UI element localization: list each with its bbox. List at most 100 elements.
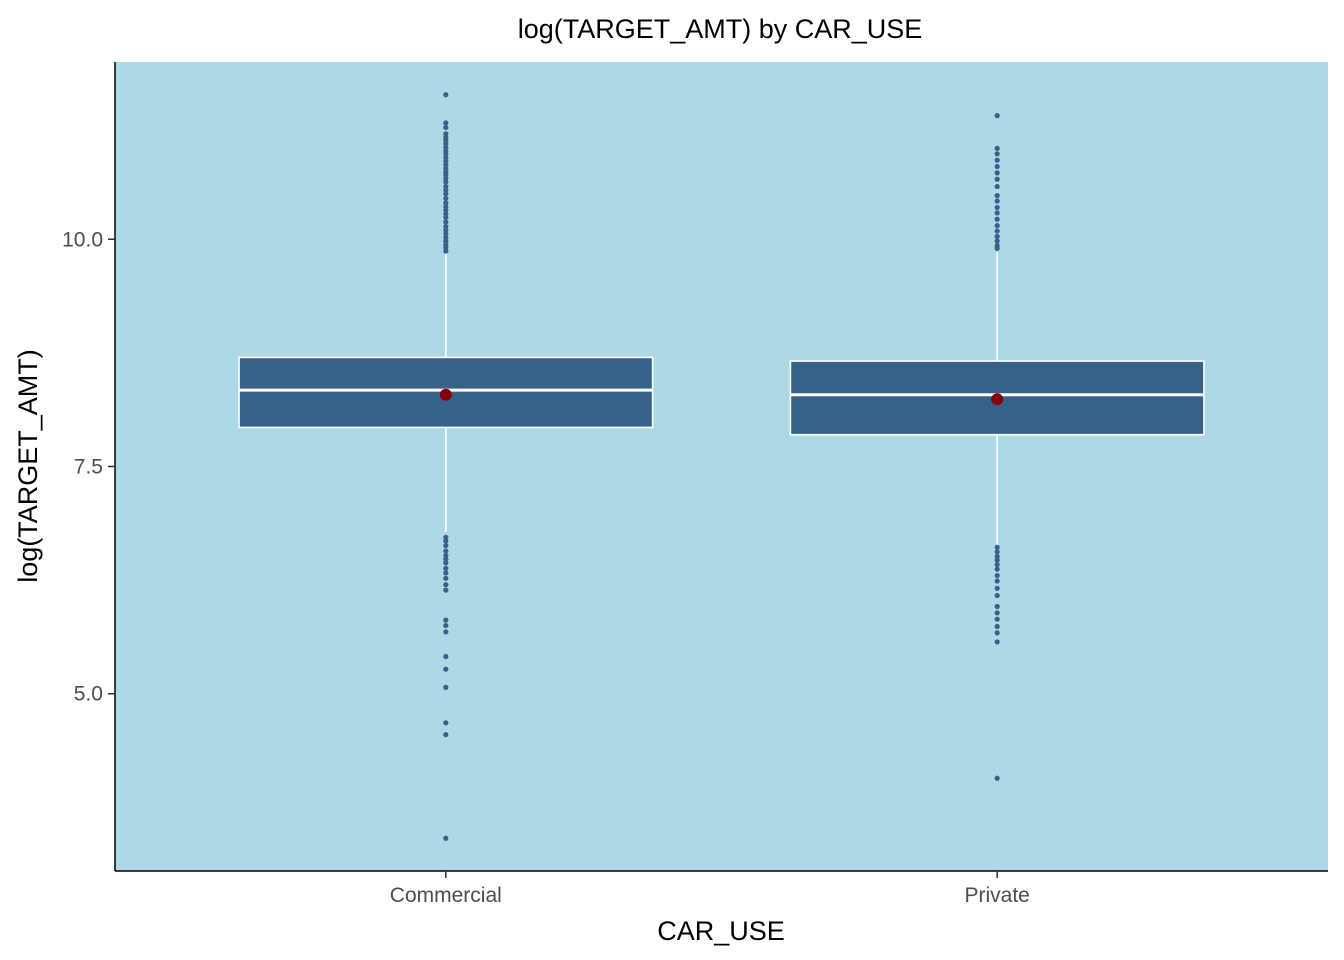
outlier-point [443,582,449,588]
outlier-point [994,223,1000,229]
outlier-point [443,183,449,190]
outlier-point [443,175,449,181]
y-axis-label: log(TARGET_AMT) [13,349,43,583]
outlier-point [443,203,449,210]
outlier-point [994,204,1000,211]
outlier-point [994,210,1000,216]
outlier-point [443,617,449,623]
outlier-point [994,198,1000,204]
outlier-point [443,179,449,185]
outlier-point [994,245,1000,251]
outlier-point [443,534,449,541]
outlier-point [994,775,1000,781]
outlier-point [443,575,449,581]
outlier-point [443,200,449,206]
outlier-point [443,227,449,233]
mean-point [991,393,1004,406]
outlier-point [443,223,449,230]
outlier-point [994,592,1000,599]
outlier-point [994,639,1000,645]
outlier-point [443,195,449,201]
outlier-point [443,565,449,571]
outlier-point [443,653,449,660]
outlier-point [994,616,1000,622]
outlier-point [443,560,449,566]
chart-title: log(TARGET_AMT) by CAR_USE [518,14,923,44]
outlier-point [443,154,449,161]
outlier-point [994,630,1000,636]
box-group-commercial [238,92,654,841]
outlier-point [443,622,449,629]
outlier-point [994,163,1000,170]
outlier-point [994,585,1000,591]
outlier-point [443,552,449,559]
outlier-point [994,562,1000,568]
outlier-point [443,207,449,213]
outlier-point [443,629,449,635]
y-ticks: 5.0 7.5 10.0 [62,228,115,706]
outlier-point [994,170,1000,176]
outlier-point [443,151,449,157]
outlier-point [443,165,449,171]
x-axis-label: CAR_USE [657,916,785,946]
y-tick-label: 10.0 [62,228,103,251]
boxes-layer [238,92,1205,841]
outlier-point [994,557,1000,563]
outlier-point [994,553,1000,560]
outlier-point [443,137,449,143]
outlier-point [443,732,449,738]
outlier-point [994,157,1000,163]
outlier-point [994,544,1000,551]
outlier-point [443,548,449,554]
x-tick-label: Private [965,884,1030,907]
outlier-point [443,144,449,151]
outlier-point [994,176,1000,182]
outlier-point [443,92,449,98]
box-group-private [789,113,1205,781]
outlier-point [994,228,1000,234]
outlier-point [443,172,449,178]
outlier-point [443,238,449,244]
outlier-point [994,193,1000,199]
outlier-point [443,684,449,690]
outlier-point [994,572,1000,579]
outlier-point [443,570,449,576]
x-ticks: Commercial Private [390,871,1030,907]
outlier-point [443,538,449,544]
outlier-point [994,233,1000,240]
outlier-point [443,556,449,562]
outlier-point [994,216,1000,222]
y-tick-label: 5.0 [74,683,103,706]
outlier-point [994,610,1000,616]
outlier-point [994,113,1000,119]
outlier-point [443,141,449,147]
outlier-point [443,162,449,168]
outlier-point [443,542,449,549]
mean-point [439,388,452,401]
outlier-point [443,666,449,672]
outlier-point [443,214,449,221]
outlier-point [443,191,449,197]
outlier-point [994,145,1000,151]
plot-panel [115,62,1328,871]
outlier-point [443,231,449,237]
outlier-point [443,219,449,225]
outlier-point [994,623,1000,630]
outlier-point [443,835,449,841]
outlier-point [443,248,449,254]
outlier-point [443,211,449,217]
outlier-point [443,131,449,137]
outlier-point [994,151,1000,157]
outlier-point [443,587,449,593]
outlier-point [994,183,1000,190]
outlier-point [443,244,449,251]
outlier-point [994,549,1000,555]
x-tick-label: Commercial [390,884,502,907]
outlier-point [443,158,449,164]
outlier-point [443,234,449,241]
outlier-point [994,578,1000,584]
outlier-point [443,187,449,193]
outlier-point [994,603,1000,610]
outlier-point [994,566,1000,572]
